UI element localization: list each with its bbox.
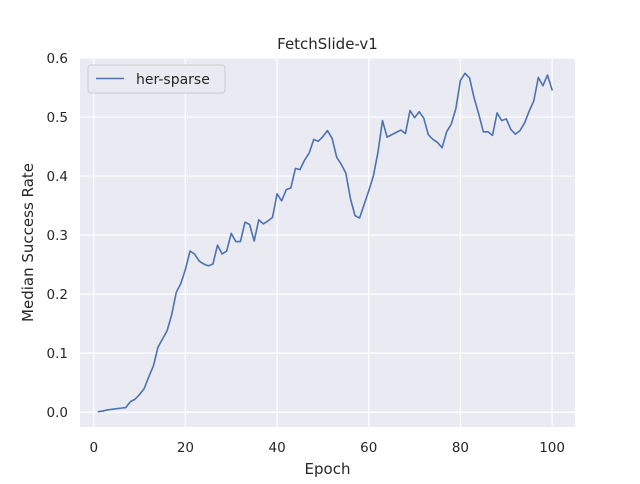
y-tick-label: 0.0 xyxy=(47,405,68,421)
x-tick-labels: 0 20 40 60 80 100 xyxy=(89,440,565,456)
y-tick-label: 0.4 xyxy=(47,169,68,185)
plot-background xyxy=(80,58,575,427)
series-lines xyxy=(97,72,553,413)
legend-frame xyxy=(87,64,226,94)
series-line-0 xyxy=(97,72,553,413)
x-tick-label: 40 xyxy=(268,440,285,456)
legend: her-sparse xyxy=(87,64,226,94)
x-tick-label: 100 xyxy=(539,440,565,456)
chart-title: FetchSlide-v1 xyxy=(277,35,378,53)
grid-lines xyxy=(80,57,575,427)
x-tick-label: 80 xyxy=(452,440,469,456)
y-tick-label: 0.2 xyxy=(47,287,68,303)
y-tick-label: 0.1 xyxy=(47,346,68,362)
y-tick-label: 0.3 xyxy=(47,228,68,244)
y-tick-labels: 0.0 0.1 0.2 0.3 0.4 0.5 0.6 xyxy=(47,51,68,421)
x-tick-label: 0 xyxy=(89,440,98,456)
y-tick-label: 0.6 xyxy=(47,51,68,67)
y-tick-label: 0.5 xyxy=(47,110,68,126)
y-axis-label: Median Success Rate xyxy=(19,163,37,322)
legend-label: her-sparse xyxy=(136,72,210,88)
x-tick-label: 60 xyxy=(360,440,377,456)
x-axis-label: Epoch xyxy=(305,460,351,478)
x-tick-label: 20 xyxy=(177,440,194,456)
